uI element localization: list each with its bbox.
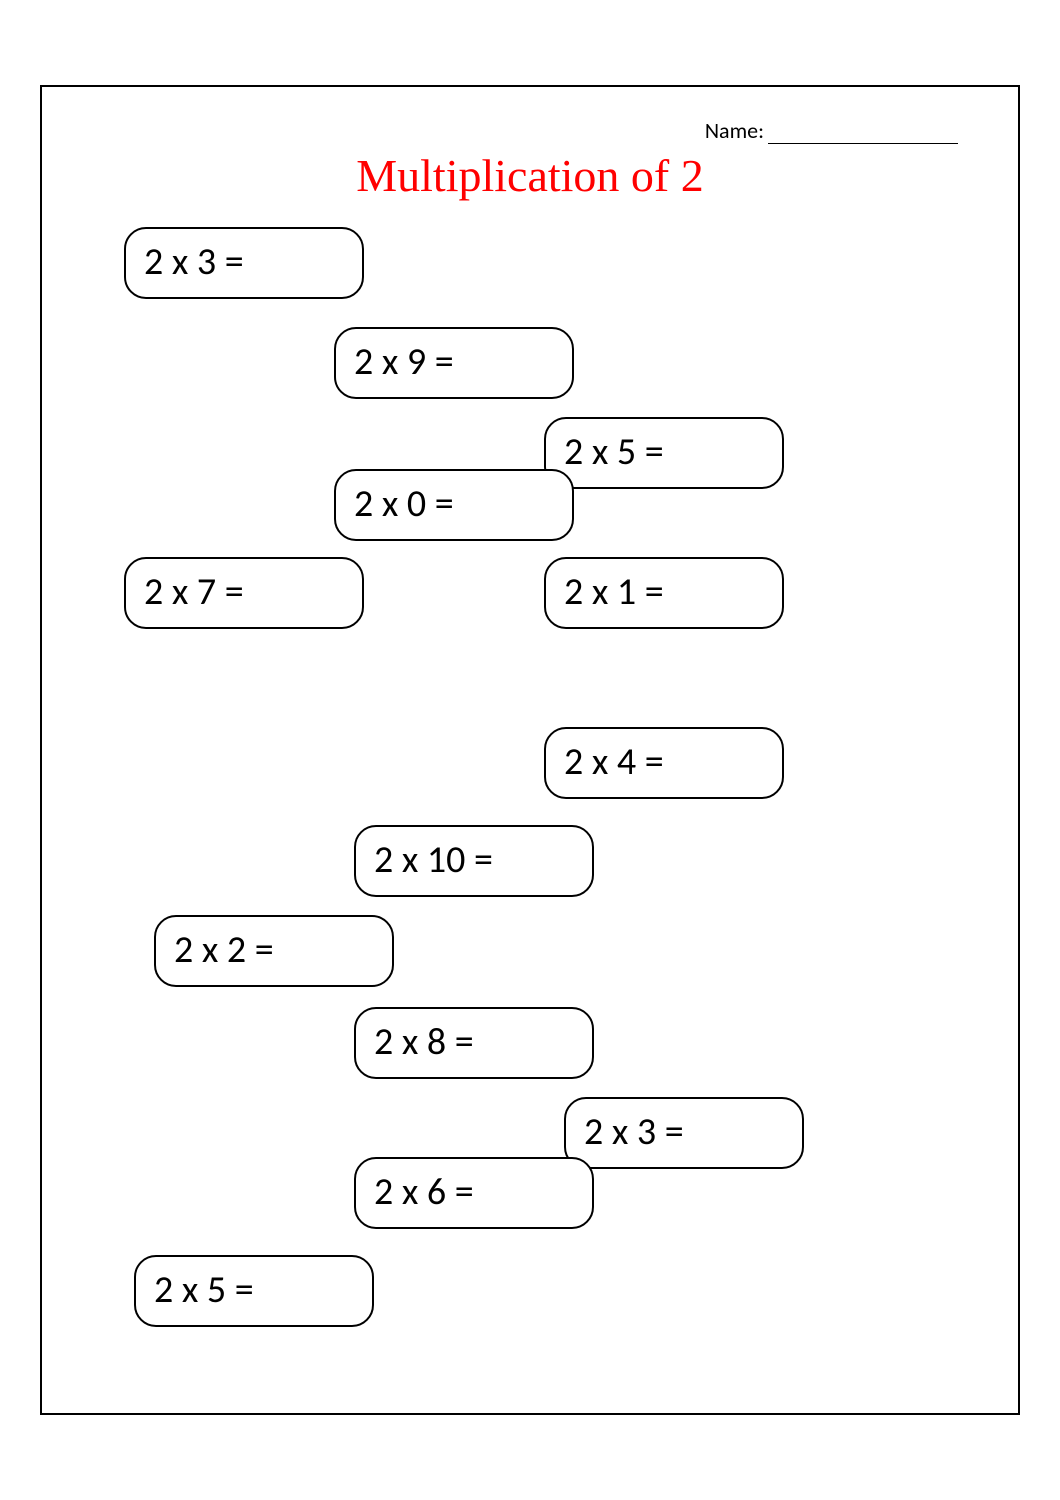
problem-box[interactable]: 2 x 9 =: [334, 327, 574, 399]
problem-box[interactable]: 2 x 8 =: [354, 1007, 594, 1079]
problem-box[interactable]: 2 x 6 =: [354, 1157, 594, 1229]
problem-box[interactable]: 2 x 5 =: [134, 1255, 374, 1327]
problem-box[interactable]: 2 x 1 =: [544, 557, 784, 629]
problem-text: 2 x 2 =: [174, 928, 274, 974]
worksheet-frame: Name: Multiplication of 2 2 x 3 = 2 x 9 =…: [40, 85, 1020, 1415]
problem-text: 2 x 8 =: [374, 1020, 474, 1066]
problem-box[interactable]: 2 x 5 =: [544, 417, 784, 489]
problem-text: 2 x 0 =: [354, 482, 454, 528]
problem-text: 2 x 5 =: [154, 1268, 254, 1314]
problem-text: 2 x 1 =: [564, 570, 664, 616]
problem-text: 2 x 4 =: [564, 740, 664, 786]
page-title: Multiplication of 2: [42, 149, 1018, 202]
problem-text: 2 x 6 =: [374, 1170, 474, 1216]
name-blank-line[interactable]: [768, 143, 958, 144]
problem-box[interactable]: 2 x 0 =: [334, 469, 574, 541]
name-label: Name:: [705, 117, 764, 144]
problem-box[interactable]: 2 x 2 =: [154, 915, 394, 987]
problem-box[interactable]: 2 x 4 =: [544, 727, 784, 799]
name-field: Name:: [705, 117, 958, 144]
problem-text: 2 x 5 =: [564, 430, 664, 476]
problem-text: 2 x 7 =: [144, 570, 244, 616]
problem-text: 2 x 10 =: [374, 838, 493, 884]
problem-text: 2 x 9 =: [354, 340, 454, 386]
problem-box[interactable]: 2 x 7 =: [124, 557, 364, 629]
problem-text: 2 x 3 =: [584, 1110, 684, 1156]
problem-box[interactable]: 2 x 3 =: [564, 1097, 804, 1169]
problem-box[interactable]: 2 x 10 =: [354, 825, 594, 897]
problem-box[interactable]: 2 x 3 =: [124, 227, 364, 299]
problem-text: 2 x 3 =: [144, 240, 244, 286]
